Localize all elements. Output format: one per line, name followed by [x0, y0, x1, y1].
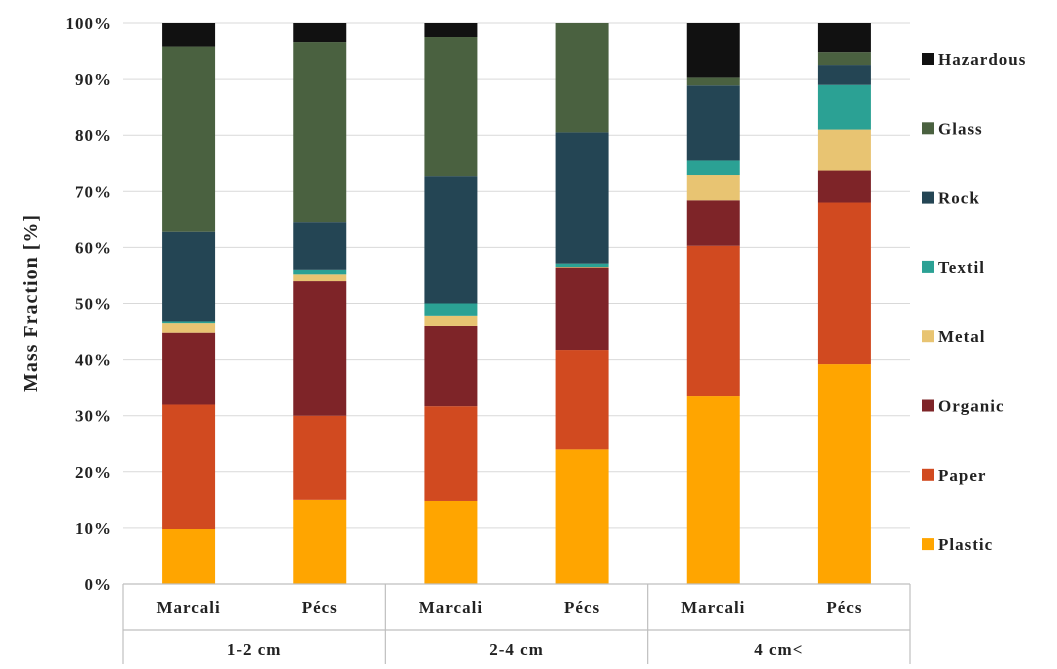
y-tick-label: 0% [85, 575, 113, 594]
bar-segment-metal [162, 323, 216, 333]
legend-label-hazardous: Hazardous [938, 50, 1026, 69]
legend-label-glass: Glass [938, 119, 983, 138]
bar-segment-metal [686, 175, 740, 201]
bar-segment-glass [817, 52, 871, 66]
group-label: 4 cm< [754, 640, 803, 659]
legend-swatch-rock [922, 191, 934, 204]
bar-segment-plastic [686, 396, 740, 584]
legend-swatch-paper [922, 468, 934, 481]
legend-label-metal: Metal [938, 327, 985, 346]
bar-segment-glass [686, 77, 740, 86]
bar-segment-metal [293, 274, 347, 282]
bar-segment-plastic [555, 449, 609, 584]
x-tick-label: Marcali [419, 598, 483, 617]
y-axis-label: Mass Fraction [%] [20, 214, 42, 392]
bars-layer [162, 23, 871, 584]
legend-swatch-hazardous [922, 53, 934, 65]
bar-segment-glass [293, 42, 347, 223]
legend-swatch-metal [922, 330, 934, 343]
bar-segment-rock [555, 132, 609, 264]
legend-swatch-plastic [922, 538, 934, 551]
bar-segment-paper [162, 404, 216, 530]
bar-segment-organic [555, 267, 609, 351]
bar-segment-metal [424, 315, 478, 326]
x-tick-label: Pécs [564, 598, 600, 617]
bar-segment-textil [555, 263, 609, 268]
bar-segment-metal [555, 267, 609, 268]
bar-segment-textil [817, 84, 871, 130]
y-tick-label: 90% [75, 70, 112, 89]
legend-label-rock: Rock [938, 189, 980, 208]
bar-segment-organic [162, 332, 216, 405]
bar-segment-paper [686, 245, 740, 397]
bar-segment-plastic [817, 364, 871, 584]
bar-segment-organic [817, 170, 871, 203]
legend-label-plastic: Plastic [938, 535, 993, 554]
legend-label-textil: Textil [938, 258, 985, 277]
bar-segment-organic [424, 325, 478, 407]
bar-segment-glass [555, 23, 609, 133]
legend-swatch-organic [922, 399, 934, 412]
group-label: 1-2 cm [227, 640, 282, 659]
legend-label-organic: Organic [938, 397, 1005, 416]
x-tick-label: Pécs [302, 598, 338, 617]
y-tick-label: 50% [75, 295, 112, 314]
grid-layer [123, 22, 910, 585]
x-tick-label: Pécs [826, 598, 862, 617]
bar-segment-paper [293, 415, 347, 500]
bar-segment-plastic [424, 500, 478, 584]
legend: Hazardous Glass Rock Textil Metal Organic Pape… [922, 50, 1026, 554]
bar-segment-glass [424, 37, 478, 177]
y-tick-label: 100% [66, 14, 113, 33]
bar-segment-hazardous [162, 23, 216, 47]
bar-segment-metal [817, 129, 871, 171]
legend-label-paper: Paper [938, 466, 986, 485]
y-tick-label: 20% [75, 463, 112, 482]
x-tick-label: Marcali [681, 598, 745, 617]
x-tick-labels: Marcali Pécs Marcali Pécs Marcali Pécs 1-2 cm 2… [156, 598, 862, 659]
group-label: 2-4 cm [489, 640, 544, 659]
legend-swatch-textil [922, 260, 934, 273]
y-tick-label: 40% [75, 351, 112, 370]
y-tick-label: 10% [75, 519, 112, 538]
bar-segment-paper [555, 350, 609, 450]
y-tick-labels: 0% 10% 20% 30% 40% 50% 60% 70% 80% 90% 100% [66, 14, 113, 594]
bar-segment-textil [424, 303, 478, 316]
y-tick-label: 70% [75, 182, 112, 201]
y-tick-label: 80% [75, 126, 112, 145]
bar-segment-hazardous [293, 23, 347, 43]
bar-segment-textil [293, 269, 347, 275]
x-tick-label: Marcali [156, 598, 220, 617]
bar-segment-textil [686, 160, 740, 176]
bar-segment-plastic [162, 529, 216, 584]
bar-segment-paper [424, 406, 478, 501]
legend-swatch-glass [922, 122, 934, 135]
bar-segment-organic [293, 281, 347, 416]
bar-segment-hazardous [424, 23, 478, 38]
bar-segment-plastic [293, 499, 347, 584]
bar-segment-organic [686, 200, 740, 246]
bar-segment-glass [162, 46, 216, 232]
bar-segment-rock [686, 85, 740, 161]
bar-segment-rock [424, 176, 478, 304]
axes-layer [122, 583, 911, 664]
bar-segment-rock [817, 65, 871, 85]
bar-segment-hazardous [817, 23, 871, 53]
bar-segment-hazardous [686, 23, 740, 78]
y-tick-label: 30% [75, 407, 112, 426]
bar-segment-rock [293, 222, 347, 270]
y-tick-label: 60% [75, 238, 112, 257]
bar-segment-paper [817, 202, 871, 365]
bar-segment-rock [162, 231, 216, 322]
bar-segment-textil [162, 321, 216, 324]
